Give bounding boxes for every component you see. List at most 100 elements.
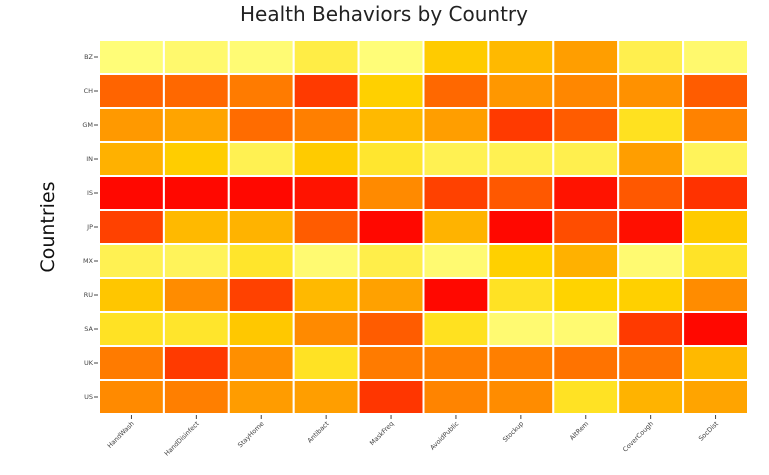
heatmap-cell-ch-maskfreq bbox=[357, 73, 425, 109]
heatmap-cell-bz-covercough bbox=[617, 39, 685, 75]
x-tick-label-socdist: SocDist bbox=[697, 419, 720, 442]
heatmap-cell-gm-maskfreq bbox=[357, 107, 425, 143]
heatmap-cell-jp-antibact bbox=[292, 209, 360, 245]
heatmap-cell-mx-stayhome bbox=[227, 243, 295, 279]
y-tick-label-uk: UK bbox=[84, 359, 94, 367]
heatmap-cell-jp-handwash bbox=[98, 209, 165, 245]
heatmap-cell-jp-covercough bbox=[617, 209, 685, 245]
heatmap-cell-in-maskfreq bbox=[357, 141, 425, 177]
heatmap-cell-mx-altrem bbox=[552, 243, 620, 279]
x-axis-ticks: HandWash HandDisinfect StayHome Antibact Mas… bbox=[106, 415, 720, 458]
x-tick-label-avoidpublic: AvoidPublic bbox=[429, 419, 461, 451]
heatmap-cell-is-antibact bbox=[292, 175, 360, 211]
heatmap-cell-in-antibact bbox=[292, 141, 360, 177]
heatmap-cell-is-socdist bbox=[682, 175, 749, 211]
heatmap-cell-is-handwash bbox=[98, 175, 165, 211]
heatmap-cell-us-maskfreq bbox=[357, 379, 425, 415]
heatmap-cell-ch-handdisinfect bbox=[162, 73, 230, 109]
heatmap-cell-ru-stayhome bbox=[227, 277, 295, 313]
heatmap-cell-bz-stayhome bbox=[227, 39, 295, 75]
heatmap-cell-uk-handwash bbox=[98, 345, 165, 381]
heatmap-cell-uk-stayhome bbox=[227, 345, 295, 381]
heatmap-cell-in-covercough bbox=[617, 141, 685, 177]
heatmap-cell-ch-stayhome bbox=[227, 73, 295, 109]
heatmap-cell-us-socdist bbox=[682, 379, 749, 415]
heatmap-cell-sa-altrem bbox=[552, 311, 620, 347]
heatmap-cell-sa-covercough bbox=[617, 311, 685, 347]
x-tick-label-altrem: AltRem bbox=[568, 420, 590, 442]
heatmap-cell-us-antibact bbox=[292, 379, 360, 415]
heatmap-cell-uk-handdisinfect bbox=[162, 345, 230, 381]
heatmap-cell-mx-antibact bbox=[292, 243, 360, 279]
heatmap-cell-in-handwash bbox=[98, 141, 165, 177]
heatmap-cell-ru-maskfreq bbox=[357, 277, 425, 313]
heatmap-cells bbox=[98, 39, 749, 415]
heatmap-cell-gm-covercough bbox=[617, 107, 685, 143]
heatmap-cell-gm-stayhome bbox=[227, 107, 295, 143]
heatmap-cell-jp-stayhome bbox=[227, 209, 295, 245]
x-tick-label-handdisinfect: HandDisinfect bbox=[163, 419, 201, 457]
heatmap-cell-ch-socdist bbox=[682, 73, 749, 109]
heatmap-cell-bz-handdisinfect bbox=[162, 39, 230, 75]
heatmap-cell-is-stockup bbox=[487, 175, 555, 211]
heatmap-cell-in-socdist bbox=[682, 141, 749, 177]
x-tick-label-handwash: HandWash bbox=[106, 420, 136, 450]
heatmap-cell-in-handdisinfect bbox=[162, 141, 230, 177]
heatmap-cell-ch-stockup bbox=[487, 73, 555, 109]
heatmap-cell-gm-avoidpublic bbox=[422, 107, 490, 143]
heatmap-cell-ch-antibact bbox=[292, 73, 360, 109]
heatmap-cell-jp-altrem bbox=[552, 209, 620, 245]
heatmap-cell-sa-handwash bbox=[98, 311, 165, 347]
y-tick-label-us: US bbox=[84, 393, 93, 401]
heatmap-cell-sa-antibact bbox=[292, 311, 360, 347]
heatmap-cell-ru-handwash bbox=[98, 277, 165, 313]
heatmap-cell-us-covercough bbox=[617, 379, 685, 415]
x-tick-label-maskfreq: MaskFreq bbox=[368, 420, 395, 447]
heatmap-cell-ru-avoidpublic bbox=[422, 277, 490, 313]
y-tick-label-ch: CH bbox=[84, 87, 94, 95]
heatmap-cell-uk-avoidpublic bbox=[422, 345, 490, 381]
heatmap-cell-mx-maskfreq bbox=[357, 243, 425, 279]
heatmap-cell-jp-socdist bbox=[682, 209, 749, 245]
heatmap-cell-uk-stockup bbox=[487, 345, 555, 381]
chart-title: Health Behaviors by Country bbox=[240, 2, 528, 26]
x-tick-label-stayhome: StayHome bbox=[236, 420, 265, 449]
heatmap-cell-sa-maskfreq bbox=[357, 311, 425, 347]
heatmap-cell-ru-antibact bbox=[292, 277, 360, 313]
heatmap-cell-us-stayhome bbox=[227, 379, 295, 415]
heatmap-cell-gm-altrem bbox=[552, 107, 620, 143]
heatmap-cell-gm-antibact bbox=[292, 107, 360, 143]
heatmap-cell-ch-avoidpublic bbox=[422, 73, 490, 109]
heatmap-cell-us-avoidpublic bbox=[422, 379, 490, 415]
heatmap-cell-sa-handdisinfect bbox=[162, 311, 230, 347]
y-tick-label-is: IS bbox=[87, 189, 93, 197]
heatmap-cell-in-stayhome bbox=[227, 141, 295, 177]
heatmap-cell-ru-covercough bbox=[617, 277, 685, 313]
heatmap-cell-in-avoidpublic bbox=[422, 141, 490, 177]
heatmap-cell-jp-handdisinfect bbox=[162, 209, 230, 245]
heatmap-cell-uk-maskfreq bbox=[357, 345, 425, 381]
heatmap-cell-bz-stockup bbox=[487, 39, 555, 75]
heatmap-cell-ru-altrem bbox=[552, 277, 620, 313]
heatmap-cell-bz-altrem bbox=[552, 39, 620, 75]
y-tick-label-mx: MX bbox=[83, 257, 94, 265]
y-tick-label-bz: BZ bbox=[84, 53, 93, 61]
heatmap-cell-ru-socdist bbox=[682, 277, 749, 313]
heatmap-cell-bz-avoidpublic bbox=[422, 39, 490, 75]
heatmap-cell-gm-stockup bbox=[487, 107, 555, 143]
heatmap-cell-sa-avoidpublic bbox=[422, 311, 490, 347]
heatmap-cell-mx-socdist bbox=[682, 243, 749, 279]
heatmap-cell-us-altrem bbox=[552, 379, 620, 415]
heatmap-cell-ru-handdisinfect bbox=[162, 277, 230, 313]
heatmap-cell-gm-handwash bbox=[98, 107, 165, 143]
heatmap-cell-is-maskfreq bbox=[357, 175, 425, 211]
heatmap-cell-jp-avoidpublic bbox=[422, 209, 490, 245]
y-axis-label: Countries bbox=[37, 181, 59, 272]
heatmap-cell-uk-covercough bbox=[617, 345, 685, 381]
x-tick-label-antibact: Antibact bbox=[306, 419, 331, 444]
heatmap-cell-us-handwash bbox=[98, 379, 165, 415]
y-tick-label-gm: GM bbox=[82, 121, 93, 129]
heatmap-cell-ru-stockup bbox=[487, 277, 555, 313]
heatmap-cell-uk-altrem bbox=[552, 345, 620, 381]
